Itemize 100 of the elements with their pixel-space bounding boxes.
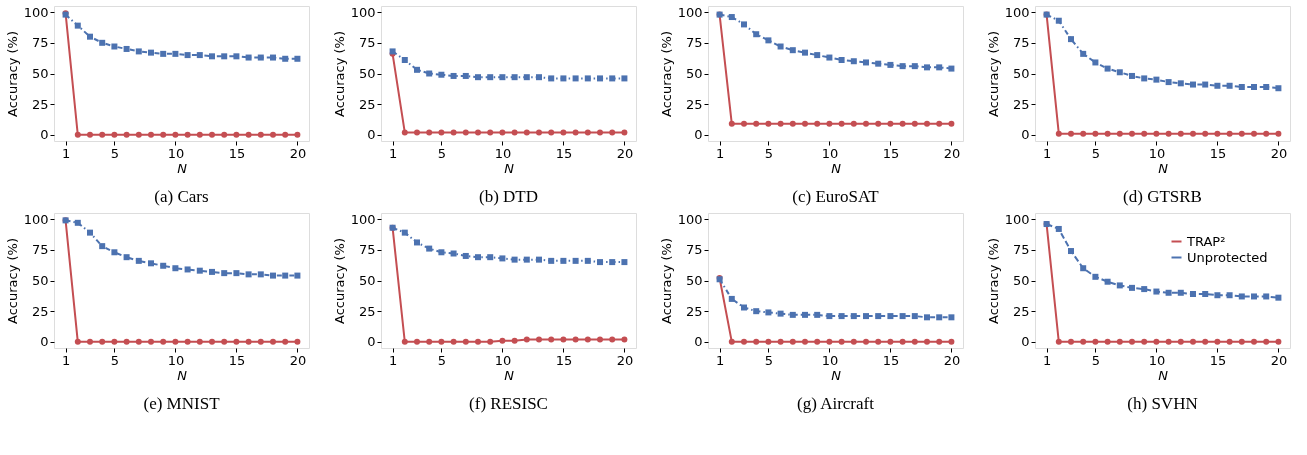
point [245, 338, 252, 345]
x-tick-label: 1 [388, 352, 398, 368]
point [850, 58, 857, 65]
point [438, 249, 445, 256]
point [863, 338, 869, 345]
point [74, 131, 81, 138]
point [826, 313, 833, 320]
text: (f) RESISC [469, 394, 548, 413]
point [1214, 338, 1221, 345]
point [233, 131, 240, 138]
point [426, 338, 433, 345]
x-tick-label: 10 [167, 352, 185, 368]
point [1251, 293, 1258, 300]
point [875, 338, 882, 345]
x-tick-label: 5 [437, 145, 447, 161]
x-tick-label: 20 [943, 145, 961, 161]
point [536, 74, 542, 81]
point [802, 338, 808, 345]
point [863, 313, 869, 320]
point [111, 43, 118, 50]
x-tick-label: 10 [821, 352, 839, 368]
point [948, 65, 955, 72]
point [765, 120, 772, 127]
point [548, 336, 555, 343]
point [814, 120, 821, 127]
point [1202, 130, 1209, 137]
x-tick-label: 20 [289, 352, 307, 368]
y-tick-label: 25 [685, 303, 703, 319]
y-tick-label: 100 [350, 211, 376, 227]
point [814, 52, 821, 59]
point [123, 45, 130, 52]
x-tick-label: 1 [61, 145, 71, 161]
point [1129, 130, 1135, 137]
point [160, 338, 167, 345]
point [233, 270, 240, 277]
point [1129, 284, 1135, 291]
point [911, 120, 918, 127]
point [1104, 278, 1111, 285]
point [499, 255, 506, 262]
point [875, 60, 882, 67]
point [1141, 286, 1148, 293]
point [728, 338, 735, 345]
y-tick-label: 0 [367, 334, 376, 350]
y-tick-label: 0 [1021, 127, 1030, 143]
point [1055, 130, 1062, 137]
point [1129, 338, 1135, 345]
y-tick-label: 100 [677, 211, 703, 227]
point [233, 338, 240, 345]
y-tick-label: 50 [685, 66, 703, 81]
point [1190, 291, 1196, 297]
x-axis-title: N [831, 160, 842, 176]
y-tick-label: 75 [1012, 35, 1030, 51]
x-tick-label: 5 [110, 145, 120, 161]
point [924, 64, 931, 71]
legend-label: Unprotected [1187, 249, 1268, 265]
point [1165, 130, 1172, 137]
point [728, 295, 735, 302]
y-tick-label: 0 [694, 334, 703, 350]
point [838, 338, 845, 345]
x-tick-label: 20 [289, 145, 307, 161]
point [462, 252, 469, 259]
point [86, 131, 93, 138]
text: (d) GTSRB [1123, 187, 1202, 206]
x-tick-label: 5 [437, 352, 447, 368]
point [450, 338, 457, 345]
point [850, 313, 857, 320]
point [148, 260, 154, 267]
point [270, 131, 277, 138]
point [221, 53, 228, 60]
point [413, 129, 420, 136]
point [111, 338, 118, 345]
point [1214, 292, 1221, 299]
point [1251, 130, 1258, 137]
x-tick-label: 5 [110, 352, 120, 368]
text: (g) Aircraft [797, 394, 875, 413]
point [777, 310, 784, 317]
point [572, 336, 579, 343]
point [294, 131, 301, 138]
point [1251, 84, 1258, 90]
point [1080, 50, 1087, 57]
text: (c) EuroSAT [792, 187, 880, 206]
point [1238, 84, 1245, 90]
point [233, 53, 240, 60]
point [1275, 294, 1282, 301]
y-tick-label: 0 [1021, 334, 1030, 350]
point [924, 120, 931, 127]
y-axis-title: Accuracy (%) [4, 238, 20, 324]
point [621, 75, 628, 82]
point [462, 338, 469, 345]
point [426, 245, 433, 252]
x-tick-label: 15 [1209, 145, 1227, 161]
x-tick-label: 1 [388, 145, 398, 161]
point [196, 338, 203, 345]
point [560, 336, 567, 343]
point [1153, 288, 1160, 295]
point [160, 131, 167, 138]
point [838, 120, 845, 127]
point [523, 256, 530, 263]
point [135, 257, 142, 264]
x-tick-label: 10 [1148, 352, 1166, 368]
